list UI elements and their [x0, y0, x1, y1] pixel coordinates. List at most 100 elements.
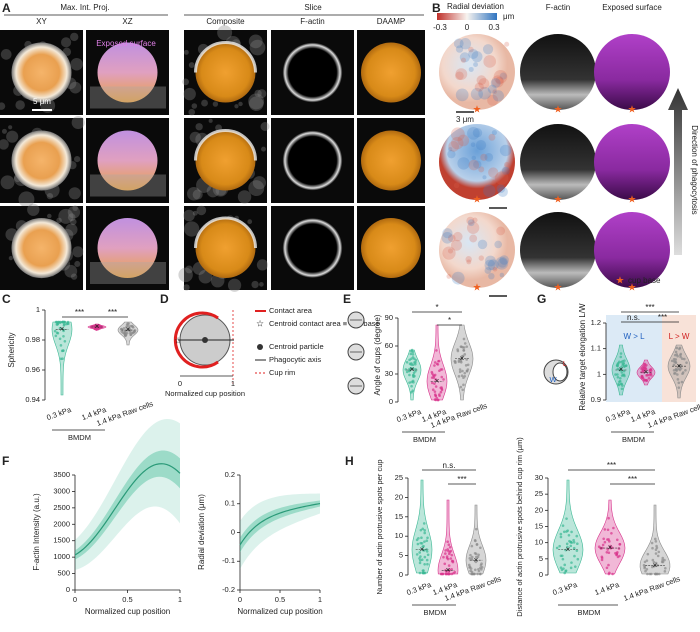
texture [467, 219, 475, 227]
texture [453, 38, 464, 49]
y-tick-label: -0.2 [222, 585, 235, 594]
texture [0, 175, 15, 190]
texture [448, 147, 453, 152]
texture [478, 255, 484, 261]
point [410, 390, 413, 394]
texture [191, 103, 198, 109]
texture [455, 68, 468, 80]
point [472, 572, 476, 576]
point [433, 398, 437, 401]
point [459, 385, 463, 389]
texture [0, 139, 9, 150]
category-label: 0.3 kPa [45, 405, 73, 422]
texture [68, 187, 81, 200]
point [618, 380, 621, 384]
particle [361, 130, 421, 191]
column-header: F-actin [546, 3, 570, 12]
texture [259, 282, 264, 287]
point [419, 555, 422, 558]
violin [594, 499, 626, 575]
texture [453, 231, 463, 242]
point [620, 365, 623, 369]
particle [282, 42, 343, 103]
point [654, 561, 658, 565]
point [573, 554, 576, 558]
texture [450, 239, 463, 251]
point [418, 559, 422, 562]
texture [74, 155, 81, 163]
point [654, 548, 658, 552]
y-tick-label: 30 [535, 473, 543, 482]
y-tick-label: 3000 [53, 486, 70, 495]
point [683, 357, 686, 361]
icon-label: W [549, 375, 557, 384]
texture [470, 87, 484, 101]
colorbar-tick: 0.3 [488, 23, 500, 32]
point [619, 355, 623, 359]
point [430, 376, 434, 379]
point [620, 387, 624, 391]
sphere [520, 124, 596, 200]
panel-label: H [345, 454, 354, 468]
texture [208, 118, 213, 123]
point [650, 541, 654, 545]
violin [636, 359, 656, 386]
point [447, 572, 450, 576]
texture [196, 205, 207, 216]
point [461, 388, 465, 392]
point [409, 366, 413, 370]
group-header: Slice [304, 3, 322, 12]
point [609, 544, 612, 548]
y-tick-label: 5 [399, 551, 403, 560]
panel-label: F [2, 454, 9, 468]
texture [192, 189, 203, 200]
point [470, 544, 474, 548]
point [569, 540, 573, 544]
point [677, 364, 681, 368]
point [652, 561, 656, 564]
texture [455, 71, 464, 81]
texture [185, 265, 193, 274]
category-label: 0.3 kPa [405, 580, 433, 597]
texture [212, 101, 219, 107]
point [411, 350, 415, 354]
point [125, 325, 128, 329]
point [436, 398, 440, 402]
mean-marker: × [608, 543, 613, 552]
texture [504, 161, 510, 168]
sphere [594, 34, 670, 110]
texture [487, 84, 497, 94]
region-label: W > L [623, 332, 645, 341]
mean-marker: × [644, 368, 649, 377]
y-tick-label: 60 [385, 341, 393, 350]
texture [183, 209, 195, 222]
cup [173, 311, 219, 369]
column-header: Exposed surface [602, 3, 662, 12]
texture [455, 88, 469, 102]
texture [46, 193, 54, 200]
texture [484, 152, 494, 162]
texture [6, 130, 19, 143]
overlay-label: Exposed surface [96, 39, 156, 48]
point [610, 531, 613, 535]
scale-bar-label: 3 μm [456, 115, 474, 124]
point [422, 544, 425, 548]
point [603, 540, 607, 544]
point [644, 569, 647, 573]
texture [447, 234, 456, 243]
texture [260, 122, 270, 131]
point [651, 558, 655, 562]
texture [476, 75, 487, 86]
point [54, 334, 58, 338]
point [619, 377, 622, 380]
point [426, 562, 429, 566]
point [470, 570, 474, 574]
texture [472, 128, 483, 138]
point [459, 345, 463, 348]
point [453, 359, 456, 363]
texture [494, 240, 502, 249]
texture [491, 130, 498, 136]
point [603, 528, 607, 531]
point [567, 533, 571, 537]
y-tick-label: 0 [399, 570, 403, 579]
